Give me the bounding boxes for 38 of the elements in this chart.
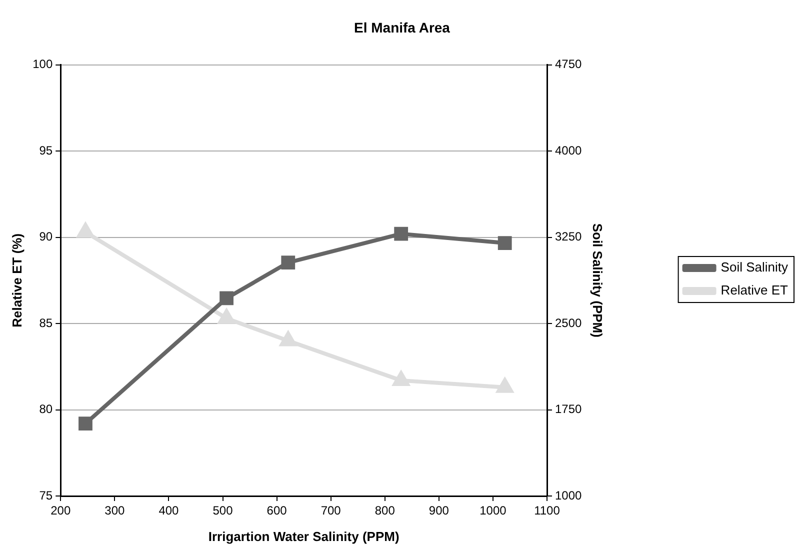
y-tick-label: 80 xyxy=(39,402,53,416)
x-tick-label: 800 xyxy=(374,504,396,518)
point xyxy=(77,223,94,238)
x-tick-label: 1100 xyxy=(534,504,560,518)
legend-label: Soil Salinity xyxy=(720,260,788,275)
point xyxy=(78,416,92,431)
x-tick-label: 700 xyxy=(320,504,342,518)
point xyxy=(220,291,234,306)
x-tick-label: 500 xyxy=(212,504,234,518)
point xyxy=(394,226,408,241)
x-tick-label: 300 xyxy=(104,504,125,518)
x-tick-label: 600 xyxy=(266,504,288,518)
y2-tick-label: 4000 xyxy=(555,143,582,158)
y-tick-label: 90 xyxy=(39,230,53,244)
y2-tick-label: 4750 xyxy=(555,57,582,72)
y-tick-label: 85 xyxy=(39,316,53,330)
x-tick-label: 400 xyxy=(158,504,180,518)
y-tick-label: 95 xyxy=(39,143,53,158)
x-axis-title: Irrigartion Water Salinity (PPM) xyxy=(208,528,400,544)
point xyxy=(393,371,410,386)
chart-title: El Manifa Area xyxy=(354,19,450,36)
y-tick-label: 100 xyxy=(32,57,53,72)
y2-tick-label: 1750 xyxy=(555,402,582,416)
y2-tick-label: 3250 xyxy=(555,230,582,244)
legend-label: Relative ET xyxy=(720,282,788,298)
point xyxy=(280,332,296,346)
y2-axis-title: Soil Salinity (PPM) xyxy=(590,223,605,338)
y-axis-title: Relative ET (%) xyxy=(9,233,24,328)
x-tick-label: 1000 xyxy=(480,504,507,518)
point xyxy=(496,378,513,393)
point xyxy=(498,236,512,250)
point xyxy=(281,256,296,270)
y2-tick-label: 1000 xyxy=(555,488,582,502)
y2-tick-label: 2500 xyxy=(555,316,582,330)
y-tick-label: 75 xyxy=(39,488,53,502)
point xyxy=(218,309,235,324)
x-tick-label: 900 xyxy=(428,504,450,518)
x-tick-label: 200 xyxy=(50,504,71,518)
